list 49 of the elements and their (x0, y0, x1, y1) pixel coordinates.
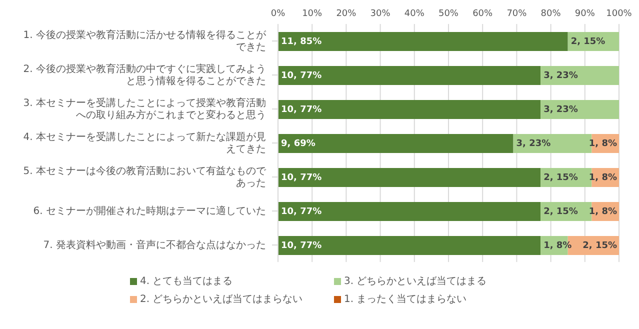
y-tick-label: 1. 今後の授業や教育活動に活かせる情報を得ることができた (23, 28, 267, 53)
x-tick-label: 30% (370, 9, 391, 19)
x-tick-label: 20% (336, 9, 357, 19)
x-tick-label: 50% (438, 9, 459, 19)
data-label: 10, 77% (281, 206, 322, 217)
bar (278, 100, 541, 119)
data-label: 3, 23% (544, 70, 578, 81)
legend-label: 3. どちらかといえば当てはまる (344, 274, 487, 288)
data-label: 1, 8% (544, 240, 572, 251)
y-tick-label: 5. 本セミナーは今後の教育活動において有益なものであった (23, 164, 267, 189)
bar (278, 134, 514, 153)
y-tick-label: 3. 本セミナーを受講したことによって授業や教育活動への取り組み方がこれまでと変わると思う (23, 96, 266, 121)
legend-label: 4. とても当てはまる (140, 274, 233, 288)
x-tick-label: 90% (574, 9, 596, 19)
legend-label: 2. どちらかといえば当てはまらない (140, 292, 303, 306)
data-label: 10, 77% (281, 240, 322, 251)
x-tick-label: 40% (404, 9, 425, 19)
x-tick-label: 100% (606, 9, 632, 19)
y-tick-label: 6. セミナーが開催された時期はテーマに適していた (33, 204, 266, 217)
bar (278, 66, 541, 85)
data-label: 1, 8% (588, 138, 617, 149)
data-label: 3, 23% (544, 104, 578, 115)
x-tick-label: 80% (540, 9, 562, 19)
legend-label: 1. まったく当てはまらない (344, 292, 467, 306)
data-label: 10, 77% (281, 172, 322, 183)
x-tick-label: 70% (506, 9, 528, 19)
data-label: 2, 15% (582, 240, 617, 251)
data-label: 2, 15% (544, 206, 578, 217)
data-label: 2, 15% (570, 36, 606, 47)
data-label: 10, 77% (281, 70, 322, 81)
data-label: 3, 23% (516, 138, 551, 149)
bar (278, 168, 541, 187)
data-label: 11, 85% (281, 36, 322, 47)
bar (278, 32, 568, 51)
y-tick-label: 4. 本セミナーを受講したことによって新たな課題が見えてきた (23, 130, 266, 155)
x-tick-label: 10% (302, 9, 323, 19)
data-label: 1, 8% (588, 172, 617, 183)
bar (278, 236, 541, 255)
data-label: 9, 69% (281, 138, 316, 149)
y-tick-label: 7. 発表資料や動画・音声に不都合な点はなかった (43, 238, 266, 251)
x-tick-label: 0% (270, 9, 286, 19)
y-tick-label: 2. 今後の授業や教育活動の中ですぐに実践してみようと思う情報を得ることができた (23, 62, 266, 87)
x-tick-label: 60% (472, 9, 494, 19)
data-label: 1, 8% (588, 206, 617, 217)
data-label: 2, 15% (544, 172, 578, 183)
bar (278, 202, 541, 221)
bar (540, 66, 619, 85)
data-label: 10, 77% (281, 104, 322, 115)
bar (540, 100, 619, 119)
